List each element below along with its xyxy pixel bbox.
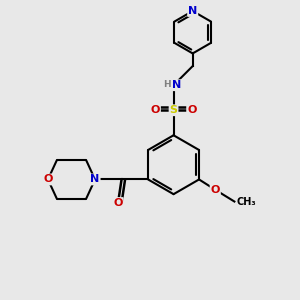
Text: O: O: [187, 105, 196, 115]
Text: O: O: [113, 198, 123, 208]
Text: S: S: [169, 105, 178, 115]
Text: H: H: [163, 80, 171, 89]
Text: N: N: [188, 6, 197, 16]
Text: CH₃: CH₃: [237, 196, 256, 206]
Text: O: O: [43, 174, 52, 184]
Text: N: N: [90, 174, 100, 184]
Text: O: O: [151, 105, 160, 115]
Text: O: O: [211, 185, 220, 195]
Text: N: N: [172, 80, 182, 90]
